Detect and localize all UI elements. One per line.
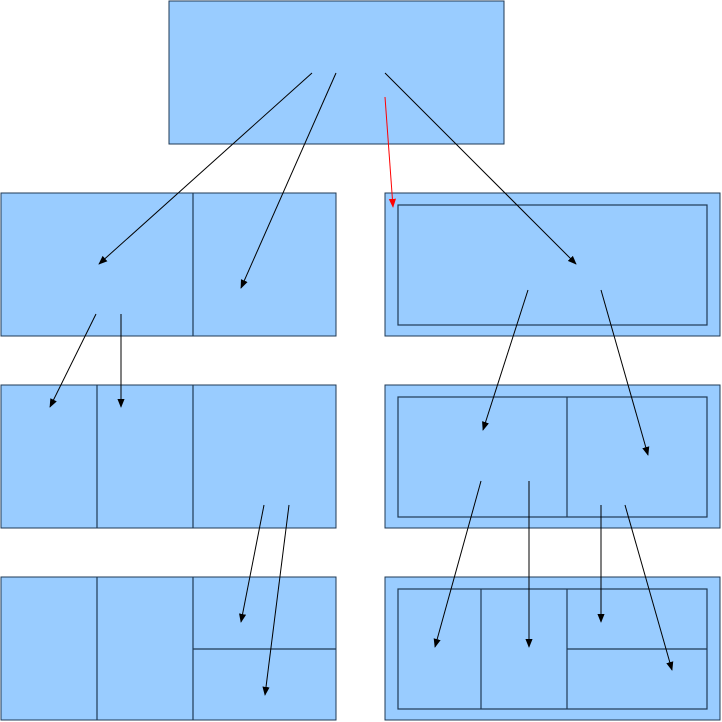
level-3-right-block	[384, 576, 721, 721]
level-2-left-block	[0, 384, 337, 529]
level-1-right-block	[384, 192, 721, 337]
level-2-right-block	[384, 384, 721, 529]
root-block	[168, 0, 505, 145]
arrow-root-to-l1-right	[384, 72, 577, 265]
arrow-l2-left-to-l3-b	[262, 504, 290, 696]
arrow-root-to-l1-left-a	[98, 72, 313, 265]
level-1-left-block	[0, 192, 337, 337]
nested-inner-frame	[397, 204, 708, 326]
arrow-l2-right-to-l3-d	[624, 504, 674, 671]
arrow-l2-left-to-l3-a	[239, 504, 265, 623]
arrow-l2-right-to-l3-a	[433, 480, 482, 648]
arrow-root-to-l1-right-highlight	[384, 96, 397, 208]
level-3-left-block	[0, 576, 337, 721]
arrow-l1-right-to-l2-a	[482, 289, 529, 431]
arrow-root-to-l1-left-b	[240, 72, 337, 289]
arrow-l1-left-to-l2-a	[49, 313, 97, 408]
arrow-l1-right-to-l2-b	[600, 289, 650, 456]
nested-inner-frame	[397, 396, 708, 518]
